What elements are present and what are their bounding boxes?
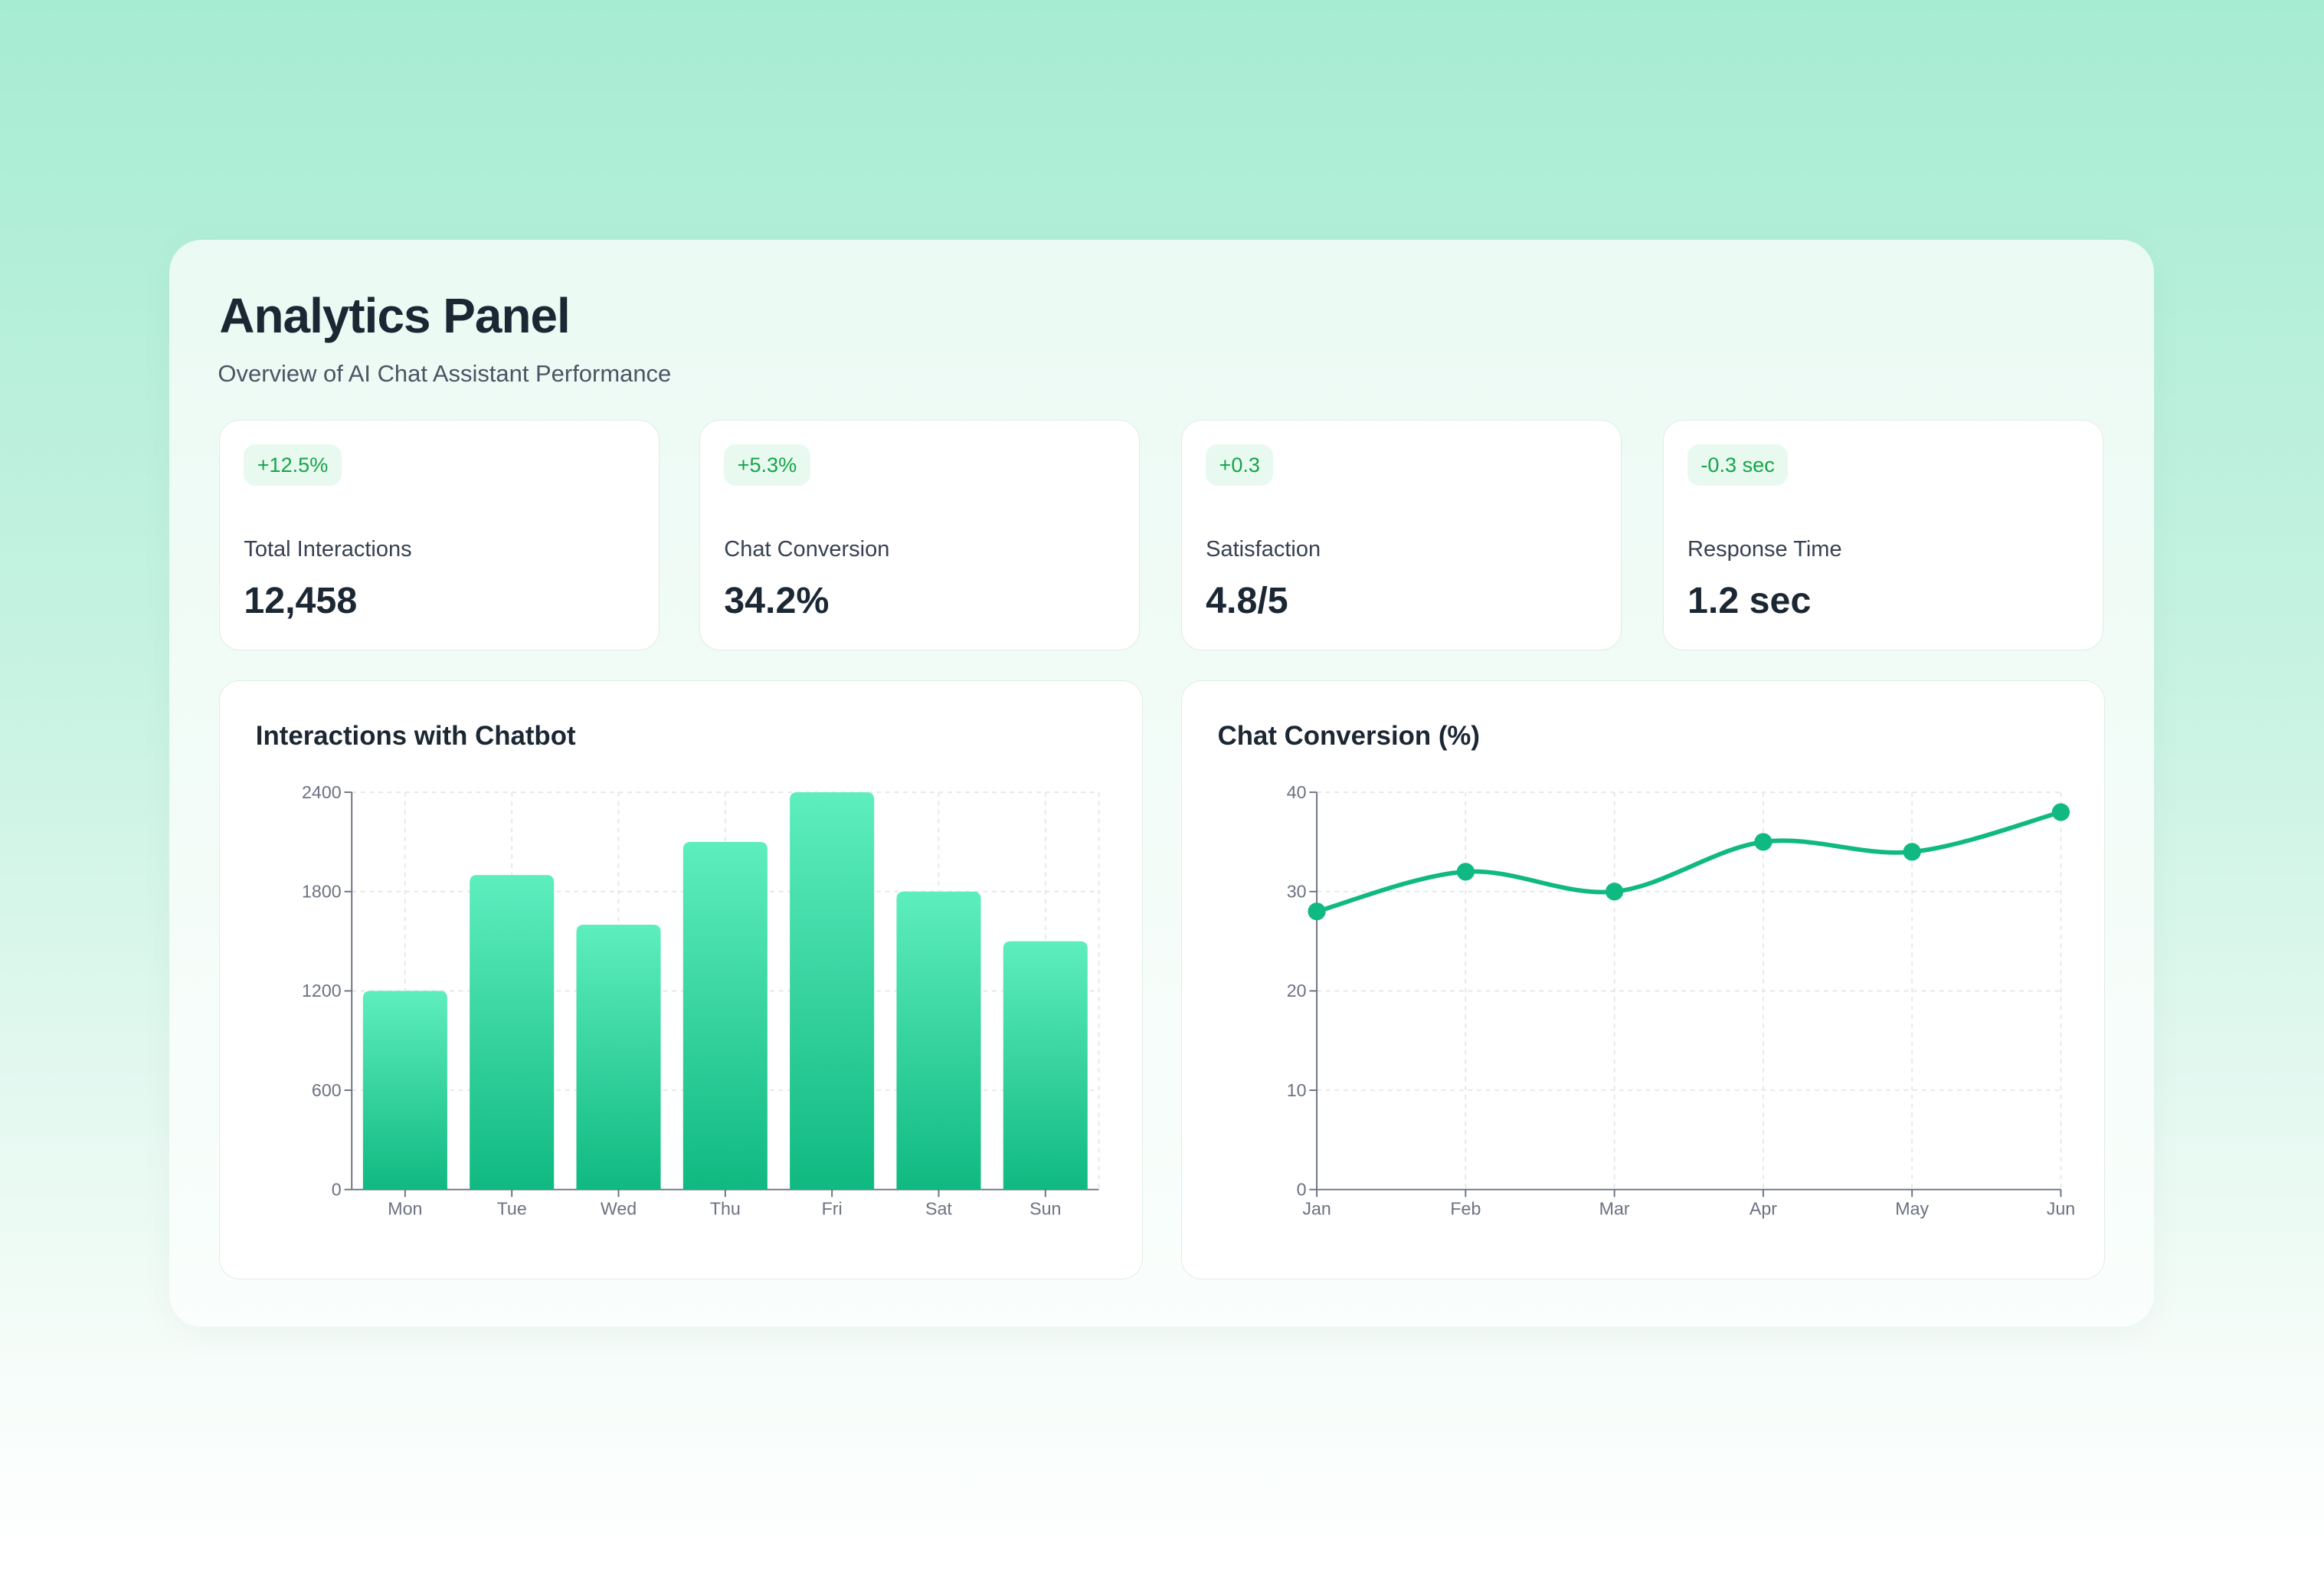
x-tick-label: Jan [1303,1199,1331,1219]
bar-chart: 0 600 1200 1800 2400 Mon Tue Wed Thu Fri Sat Sun [302,782,1100,1219]
stat-card-satisfaction: +0.3 Satisfaction 4.8/5 [1181,419,1622,651]
stat-label: Satisfaction [1206,537,1321,562]
y-tick-label: 0 [332,1180,342,1200]
page-subtitle: Overview of AI Chat Assistant Performanc… [218,360,672,388]
bar-mon [363,991,448,1190]
x-tick-label: Thu [710,1199,741,1219]
analytics-panel: Analytics Panel Overview of AI Chat Assi… [169,240,2154,1327]
stat-card-total-interactions: +12.5% Total Interactions 12,458 [219,419,660,651]
y-tick-label: 20 [1287,981,1307,1001]
x-tick-label: Sun [1029,1199,1061,1219]
point-mar [1606,883,1624,901]
stat-value: 34.2% [724,579,830,621]
stat-label: Chat Conversion [724,537,890,562]
x-tick-label: Fri [822,1199,843,1219]
change-badge: +5.3% [724,444,810,486]
y-tick-label: 1800 [302,882,342,902]
chart-title: Interactions with Chatbot [255,721,576,752]
bar-thu [683,842,768,1190]
y-tick-label: 10 [1287,1080,1307,1100]
stat-label: Total Interactions [244,537,412,562]
stat-label: Response Time [1687,537,1842,562]
series-line [1316,810,2062,914]
change-badge: -0.3 sec [1687,444,1789,486]
y-tick-label: 30 [1287,882,1307,902]
stat-value: 4.8/5 [1206,579,1288,621]
x-tick-label: Jun [2047,1199,2075,1219]
point-apr [1754,833,1772,851]
x-tick-label: Wed [601,1199,637,1219]
y-tick-label: 0 [1297,1180,1307,1200]
y-tick-label: 2400 [302,782,342,802]
bar-fri [790,792,875,1190]
page-title: Analytics Panel [219,288,570,344]
stat-card-response-time: -0.3 sec Response Time 1.2 sec [1663,419,2103,651]
bar-tue [470,875,555,1190]
bar-sat [896,891,981,1190]
bar-chart-card: Interactions with Chatbot 0 600 1200 1800 24… [219,680,1143,1279]
point-feb [1456,863,1475,881]
bar-sun [1003,941,1088,1190]
x-tick-label: Mon [388,1199,423,1219]
x-tick-label: Mar [1599,1199,1630,1219]
x-tick-label: Tue [497,1199,527,1219]
point-jan [1308,902,1326,921]
line-chart-card: Chat Conversion (%) 0 10 20 30 40 Jan Feb Mar Ap… [1181,680,2105,1279]
x-tick-label: May [1895,1199,1929,1219]
stat-value: 1.2 sec [1687,579,1812,621]
stat-value: 12,458 [244,579,358,621]
y-tick-label: 600 [312,1080,342,1100]
x-tick-label: Sat [925,1199,952,1219]
change-badge: +0.3 [1206,444,1274,486]
change-badge: +12.5% [244,444,342,486]
x-tick-label: Feb [1451,1199,1481,1219]
x-tick-label: Apr [1750,1199,1777,1219]
line-chart: 0 10 20 30 40 Jan Feb Mar Apr May Jun [1287,782,2075,1219]
point-may [1903,843,1921,861]
y-tick-label: 1200 [302,981,342,1001]
y-tick-label: 40 [1287,782,1307,802]
chart-title: Chat Conversion (%) [1217,721,1480,752]
bar-wed [576,925,661,1190]
point-jun [2052,803,2070,821]
stat-card-chat-conversion: +5.3% Chat Conversion 34.2% [699,419,1140,651]
